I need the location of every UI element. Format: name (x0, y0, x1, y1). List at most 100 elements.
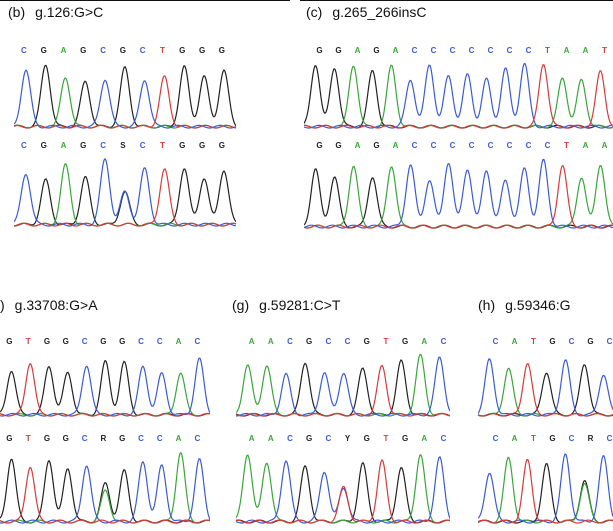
panel-g-tag: (g) (232, 297, 250, 313)
trace-h-bottom-T (478, 458, 613, 524)
base-call-h-top-4: C (568, 337, 575, 346)
base-call-c-top-6: C (430, 46, 437, 55)
base-call-g-bottom-6: G (363, 434, 370, 443)
base-call-g-bottom-9: A (421, 434, 428, 443)
base-call-g-top-10: C (440, 337, 447, 346)
base-call-f-top-4: C (81, 337, 88, 346)
base-call-f-top-8: C (156, 337, 163, 346)
base-call-g-bottom-1: A (267, 434, 274, 443)
base-call-f-bottom-10: C (194, 434, 201, 443)
trace-f-bottom-A (0, 451, 210, 524)
base-call-c-bottom-2: A (354, 141, 361, 150)
trace-f-bottom-C (0, 458, 210, 524)
base-call-b-top-0: C (21, 46, 27, 55)
base-call-c-bottom-5: C (411, 141, 418, 150)
panel-c-top-chromatogram (304, 62, 613, 129)
base-call-h-bottom-1: A (511, 434, 518, 443)
base-call-b-top-5: G (119, 46, 126, 55)
base-call-g-top-9: A (421, 337, 428, 346)
trace-b-bottom-T (14, 168, 236, 227)
base-call-g-bottom-0: A (248, 434, 255, 443)
base-call-f-top-10: C (194, 337, 201, 346)
trace-g-bottom-G (236, 461, 450, 524)
base-call-c-top-0: G (316, 46, 323, 55)
base-call-c-bottom-14: A (582, 141, 589, 150)
base-call-g-top-5: C (344, 337, 351, 346)
base-call-b-bottom-5: S (120, 141, 126, 150)
panel-b-tag: (b) (8, 4, 26, 20)
base-call-f-bottom-7: C (138, 434, 144, 443)
base-call-f-top-2: G (43, 337, 51, 346)
base-call-c-top-10: C (506, 46, 513, 55)
base-call-g-bottom-8: G (401, 434, 409, 443)
panel-c-top-border (300, 0, 613, 1)
panel-h-bottom-chromatogram (478, 453, 613, 524)
base-call-h-top-5: G (587, 337, 594, 346)
base-call-c-bottom-13: T (564, 141, 569, 150)
base-call-f-bottom-0: G (6, 434, 13, 443)
panel-b-bottom-chromatogram (14, 157, 236, 227)
base-call-b-top-4: C (100, 46, 106, 55)
trace-f-top-C (0, 357, 210, 417)
base-call-g-top-0: A (248, 337, 255, 346)
trace-g-top-T (236, 364, 450, 417)
trace-f-bottom-T (0, 466, 210, 524)
trace-h-top-T (478, 362, 613, 417)
base-call-f-bottom-8: C (156, 434, 163, 443)
base-call-c-top-5: C (411, 46, 418, 55)
base-call-h-bottom-4: C (568, 434, 575, 443)
base-call-c-top-7: C (449, 46, 456, 55)
trace-b-top-C (14, 69, 236, 129)
base-call-c-top-14: A (582, 46, 589, 55)
panel-c-title: g.265_266insC (332, 4, 427, 20)
trace-c-bottom-T (304, 164, 613, 229)
panel-f-tag: ) (0, 297, 5, 313)
base-call-h-top-6: C (606, 337, 613, 346)
panel-f-top-chromatogram (0, 357, 210, 417)
base-call-c-bottom-9: C (487, 141, 494, 150)
base-call-f-top-3: G (62, 337, 69, 346)
base-call-h-bottom-6: C (606, 434, 613, 443)
trace-b-bottom-A (14, 163, 236, 227)
panel-f-label: ) g.33708:G>A (0, 297, 98, 313)
base-call-g-top-6: G (363, 337, 370, 346)
base-call-f-bottom-6: G (119, 434, 126, 443)
base-call-f-top-6: G (119, 337, 126, 346)
trace-b-bottom-C (14, 157, 236, 227)
base-call-c-bottom-8: C (468, 141, 475, 150)
base-call-c-top-12: T (545, 46, 550, 55)
base-call-f-bottom-3: G (62, 434, 69, 443)
trace-b-top-G (14, 64, 236, 129)
base-call-c-top-15: T (602, 46, 607, 55)
trace-c-top-T (304, 64, 613, 129)
base-call-b-top-1: G (40, 46, 47, 55)
base-call-c-bottom-4: A (392, 141, 399, 150)
base-call-g-bottom-10: C (440, 434, 447, 443)
base-call-c-top-13: A (563, 46, 570, 55)
base-call-g-bottom-7: T (383, 434, 389, 443)
panel-c-bottom-chromatogram (304, 158, 613, 229)
base-call-c-top-9: C (487, 46, 494, 55)
base-call-b-top-8: G (179, 46, 186, 55)
base-call-f-bottom-2: G (43, 434, 51, 443)
trace-g-bottom-C (236, 456, 450, 524)
base-call-f-bottom-1: T (25, 434, 31, 443)
panel-h-title: g.59346:G (505, 297, 571, 313)
base-call-g-bottom-4: C (325, 434, 332, 443)
trace-c-bottom-C (304, 158, 613, 229)
base-call-b-top-3: G (80, 46, 87, 55)
trace-b-bottom-G (14, 168, 236, 227)
panel-b-label: (b) g.126:G>C (8, 4, 103, 20)
base-call-c-bottom-6: C (430, 141, 437, 150)
base-call-b-top-10: G (218, 46, 225, 55)
base-call-g-bottom-2: C (287, 434, 293, 443)
base-call-g-bottom-5: Y (344, 434, 351, 443)
base-call-h-bottom-0: C (492, 434, 499, 443)
base-call-c-top-3: G (373, 46, 380, 55)
